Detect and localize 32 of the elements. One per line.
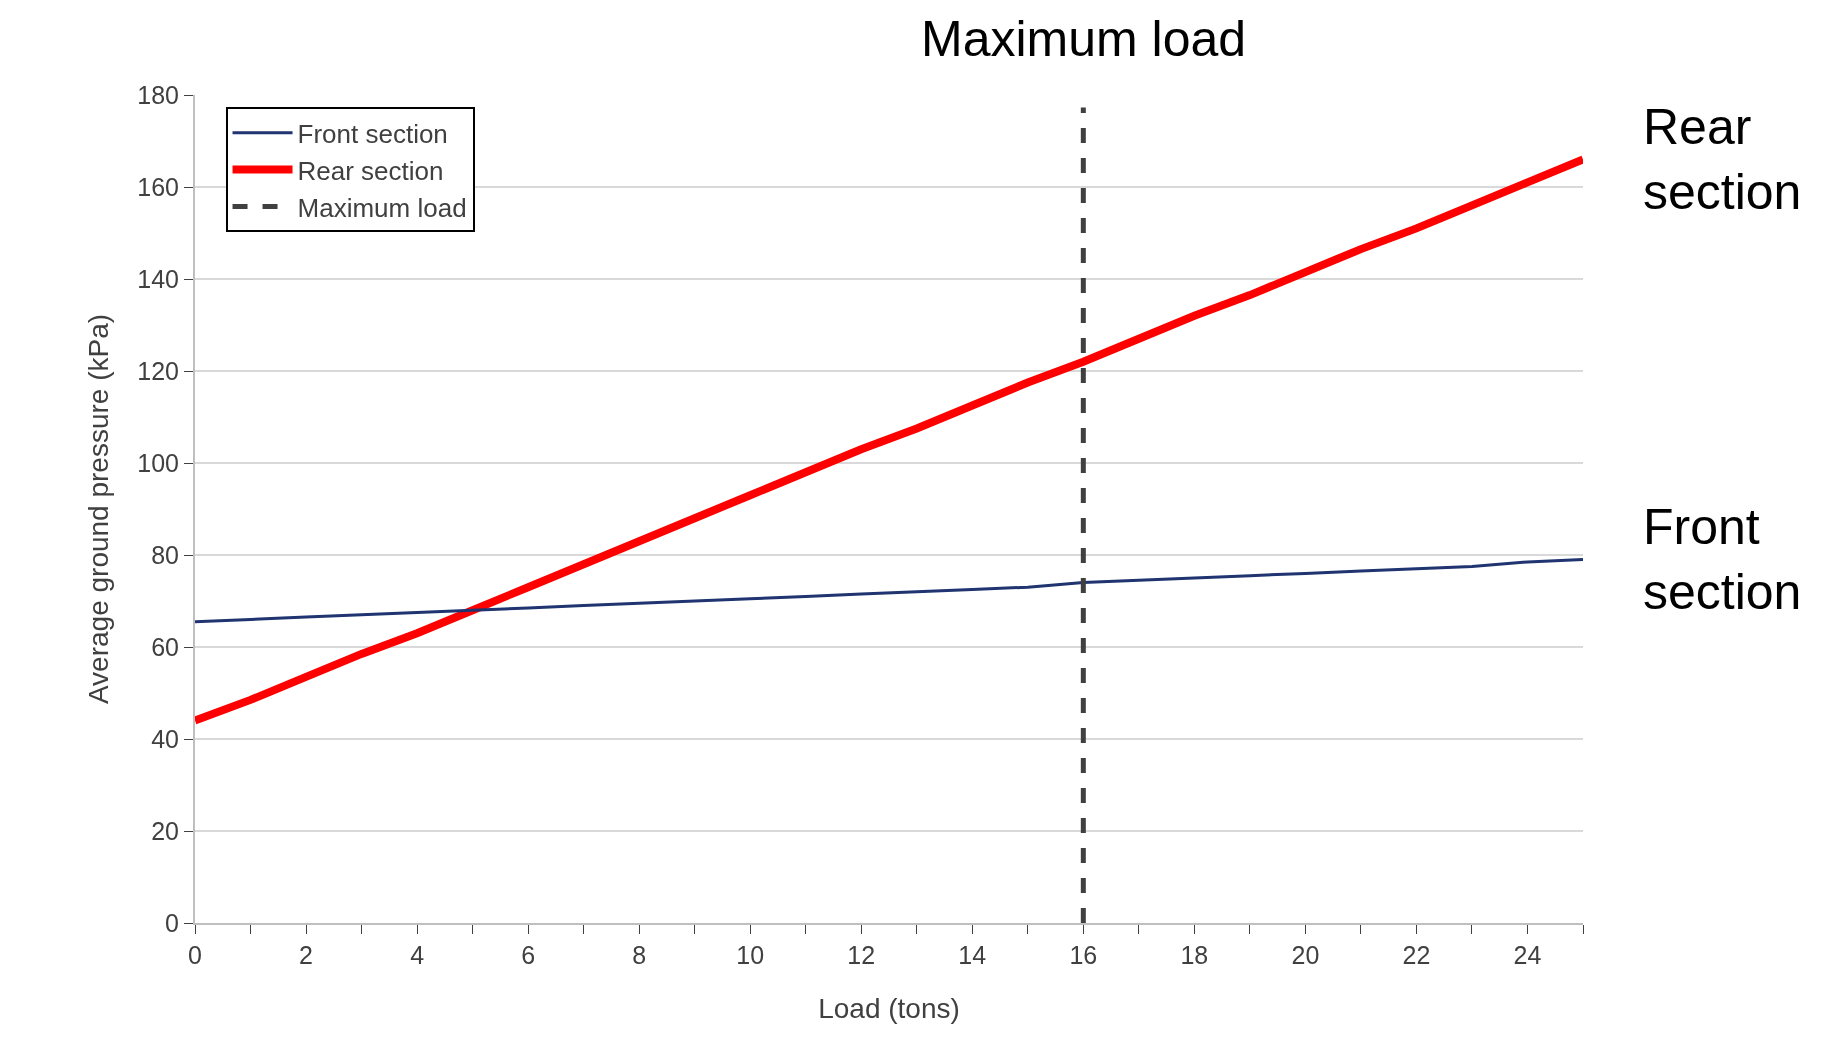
legend-label: Front section xyxy=(297,118,448,149)
legend-label: Rear section xyxy=(297,155,444,186)
y-tick-label: 180 xyxy=(137,80,179,109)
annotation: Front section xyxy=(1643,499,1802,620)
x-tick-label: 22 xyxy=(1402,941,1431,969)
y-tick-label: 40 xyxy=(151,724,179,753)
y-tick-label: 80 xyxy=(151,540,179,569)
x-tick-label: 4 xyxy=(410,941,425,969)
y-tick-label: 140 xyxy=(137,264,179,293)
y-tick-label: 100 xyxy=(137,448,179,477)
y-tick-label: 60 xyxy=(151,632,179,661)
x-tick-label: 12 xyxy=(847,941,876,969)
x-tick-label: 0 xyxy=(188,941,202,969)
x-tick-label: 18 xyxy=(1180,941,1209,969)
y-tick-label: 0 xyxy=(165,908,179,937)
y-axis-title: Average ground pressure (kPa) xyxy=(83,313,115,705)
x-tick-label: 14 xyxy=(958,941,987,969)
x-axis-title: Load (tons) xyxy=(818,992,960,1024)
x-tick-label: 20 xyxy=(1291,941,1320,969)
ref-line-label: Maximum load xyxy=(921,11,1247,67)
x-tick-label: 2 xyxy=(299,941,313,969)
annotation: Rear section xyxy=(1643,99,1802,220)
x-tick-label: 24 xyxy=(1513,941,1542,969)
x-tick-label: 16 xyxy=(1069,941,1098,969)
y-tick-label: 160 xyxy=(137,172,179,201)
text: Maximum load xyxy=(297,192,467,223)
line-series xyxy=(195,558,1583,624)
y-tick-label: 120 xyxy=(137,356,179,385)
x-tick-label: 8 xyxy=(632,941,647,969)
x-tick-label: 10 xyxy=(736,941,765,969)
x-tick-label: 6 xyxy=(521,941,536,969)
y-tick-label: 20 xyxy=(151,816,179,845)
